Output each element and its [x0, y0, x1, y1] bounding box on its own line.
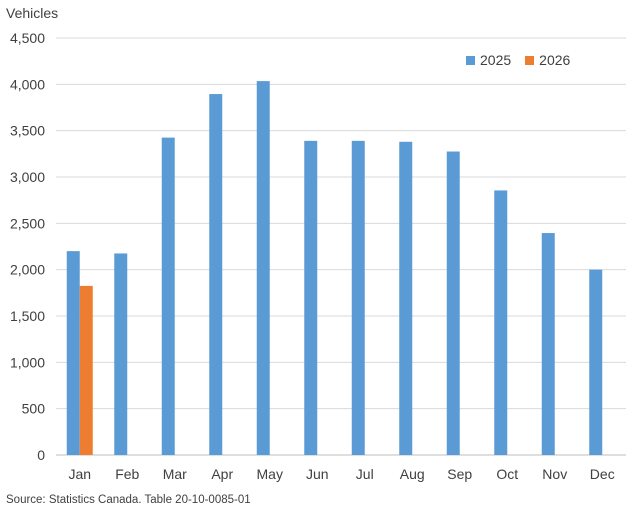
legend-label-2026: 2026: [539, 52, 571, 68]
legend-swatch-2026: [525, 55, 535, 65]
x-tick-label: Jul: [356, 466, 374, 482]
bar-2025-oct: [494, 190, 508, 456]
bar-2025-nov: [541, 233, 555, 455]
y-tick-label: 2,500: [10, 215, 45, 231]
bar-2026-jan: [79, 285, 93, 455]
bar-2025-mar: [161, 137, 175, 455]
bar-2025-aug: [399, 141, 413, 455]
y-tick-label: 3,500: [10, 123, 45, 139]
x-tick-label: Nov: [542, 466, 567, 482]
y-tick-label: 4,500: [10, 30, 45, 46]
x-tick-label: Mar: [163, 466, 187, 482]
x-tick-label: May: [257, 466, 283, 482]
bar-2025-jun: [304, 140, 318, 456]
y-tick-label: 500: [22, 401, 46, 417]
bar-2025-dec: [589, 269, 603, 455]
bar-2025-sep: [446, 151, 460, 455]
bar-2025-apr: [209, 94, 223, 456]
x-tick-label: Apr: [211, 466, 233, 482]
y-tick-label: 1,500: [10, 308, 45, 324]
bar-2025-jan: [66, 251, 80, 455]
bar-2025-feb: [114, 253, 128, 455]
x-tick-label: Jan: [68, 466, 91, 482]
y-axis-label: Vehicles: [6, 5, 59, 21]
legend-label-2025: 2025: [480, 52, 512, 68]
bar-2025-may: [256, 81, 270, 455]
bar-2025-jul: [351, 140, 365, 456]
x-tick-label: Feb: [115, 466, 139, 482]
x-tick-label: Oct: [496, 466, 518, 482]
source-note: Source: Statistics Canada. Table 20-10-0…: [6, 494, 251, 506]
y-tick-label: 2,000: [10, 262, 45, 278]
x-tick-label: Jun: [306, 466, 329, 482]
y-tick-label: 4,000: [10, 76, 45, 92]
x-tick-label: Aug: [400, 466, 425, 482]
x-tick-label: Sep: [447, 466, 472, 482]
legend-item-2025: 2025: [466, 52, 511, 68]
y-tick-label: 1,000: [10, 354, 45, 370]
y-tick-label: 3,000: [10, 169, 45, 185]
legend-swatch-2025: [466, 55, 475, 65]
legend: 2025 2026: [466, 52, 584, 68]
legend-item-2026: 2026: [525, 52, 570, 68]
y-tick-label: 0: [37, 447, 45, 463]
x-tick-label: Dec: [590, 466, 615, 482]
